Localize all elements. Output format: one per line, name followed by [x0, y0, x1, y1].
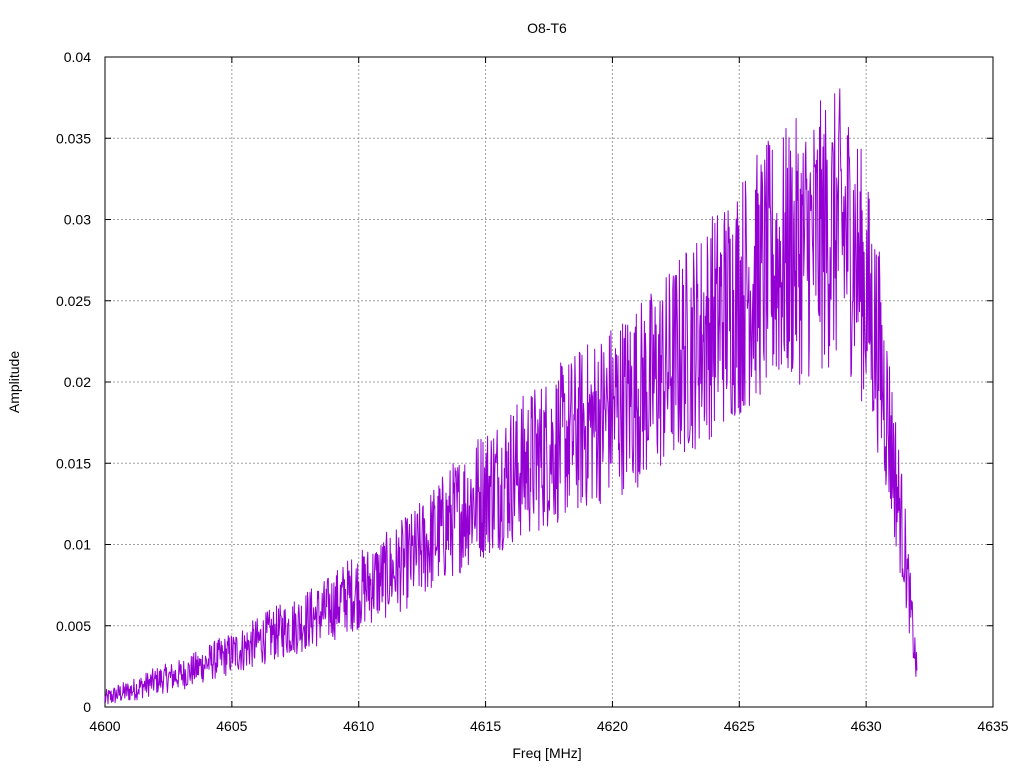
grid	[105, 57, 993, 707]
x-tick-label: 4630	[851, 718, 882, 734]
x-axis-title: Freq [MHz]	[512, 745, 581, 761]
y-tick-label: 0.035	[56, 130, 91, 146]
x-tick-label: 4635	[977, 718, 1008, 734]
y-tick-label: 0.02	[64, 374, 91, 390]
y-tick-label: 0.015	[56, 455, 91, 471]
x-tick-label: 4605	[216, 718, 247, 734]
y-tick-label: 0.04	[64, 49, 91, 65]
y-tick-label: 0.01	[64, 537, 91, 553]
x-tick-label: 4600	[89, 718, 120, 734]
y-tick-label: 0.03	[64, 212, 91, 228]
chart-title: O8-T6	[527, 20, 567, 36]
y-tick-label: 0.005	[56, 618, 91, 634]
x-tick-label: 4620	[597, 718, 628, 734]
axis-ticks	[104, 56, 994, 708]
y-axis-title: Amplitude	[6, 351, 22, 413]
y-tick-labels: 0 0.005 0.01 0.015 0.02 0.025 0.03 0.035 0.04	[56, 49, 91, 715]
series-line	[104, 88, 918, 705]
x-tick-label: 4615	[470, 718, 501, 734]
x-tick-label: 4610	[343, 718, 374, 734]
y-tick-label: 0.025	[56, 293, 91, 309]
x-tick-labels: 4600 4605 4610 4615 4620 4625 4630 4635	[89, 718, 1008, 734]
y-tick-label: 0	[83, 699, 91, 715]
x-tick-label: 4625	[724, 718, 755, 734]
